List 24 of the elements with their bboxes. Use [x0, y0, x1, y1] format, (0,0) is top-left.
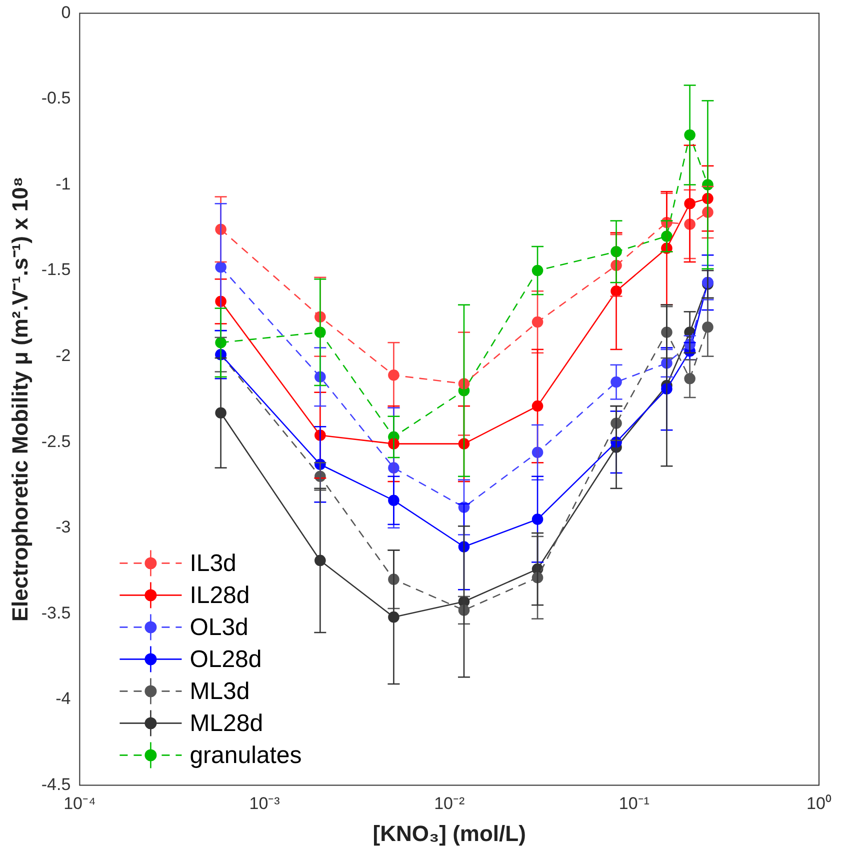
y-tick-label: -1.5 — [41, 260, 71, 280]
y-tick-label: -3.5 — [41, 603, 71, 622]
legend-label: IL3d — [190, 550, 236, 577]
x-tick-label: 10⁻⁴ — [64, 794, 96, 814]
y-tick-label: -0.5 — [41, 88, 71, 108]
x-tick-label: 10⁻³ — [249, 794, 280, 814]
y-tick-label: -1 — [56, 174, 71, 194]
legend-label: OL3d — [190, 614, 248, 641]
x-axis-title: [KNO₃] (mol/L) — [372, 820, 526, 846]
legend-label: IL28d — [190, 582, 250, 609]
y-tick-label: -2.5 — [41, 432, 71, 451]
y-tick-label: -2 — [56, 346, 71, 365]
x-tick-label: 10⁻² — [434, 794, 465, 814]
x-tick-label: 10⁰ — [806, 794, 832, 814]
y-axis-title: Electrophoretic Mobility μ (m².V⁻¹.s⁻¹) x 10⁸ — [7, 176, 32, 622]
legend-label: ML28d — [190, 710, 264, 737]
legend-label: OL28d — [190, 646, 262, 673]
legend-label: ML3d — [190, 678, 250, 705]
y-tick-label: -4 — [56, 689, 71, 708]
y-tick-label: -3 — [56, 518, 71, 537]
y-tick-label: -4.5 — [41, 774, 71, 794]
x-tick-label: 10⁻¹ — [618, 794, 650, 814]
y-tick-label: 0 — [61, 2, 71, 22]
legend-label: granulates — [190, 742, 302, 769]
